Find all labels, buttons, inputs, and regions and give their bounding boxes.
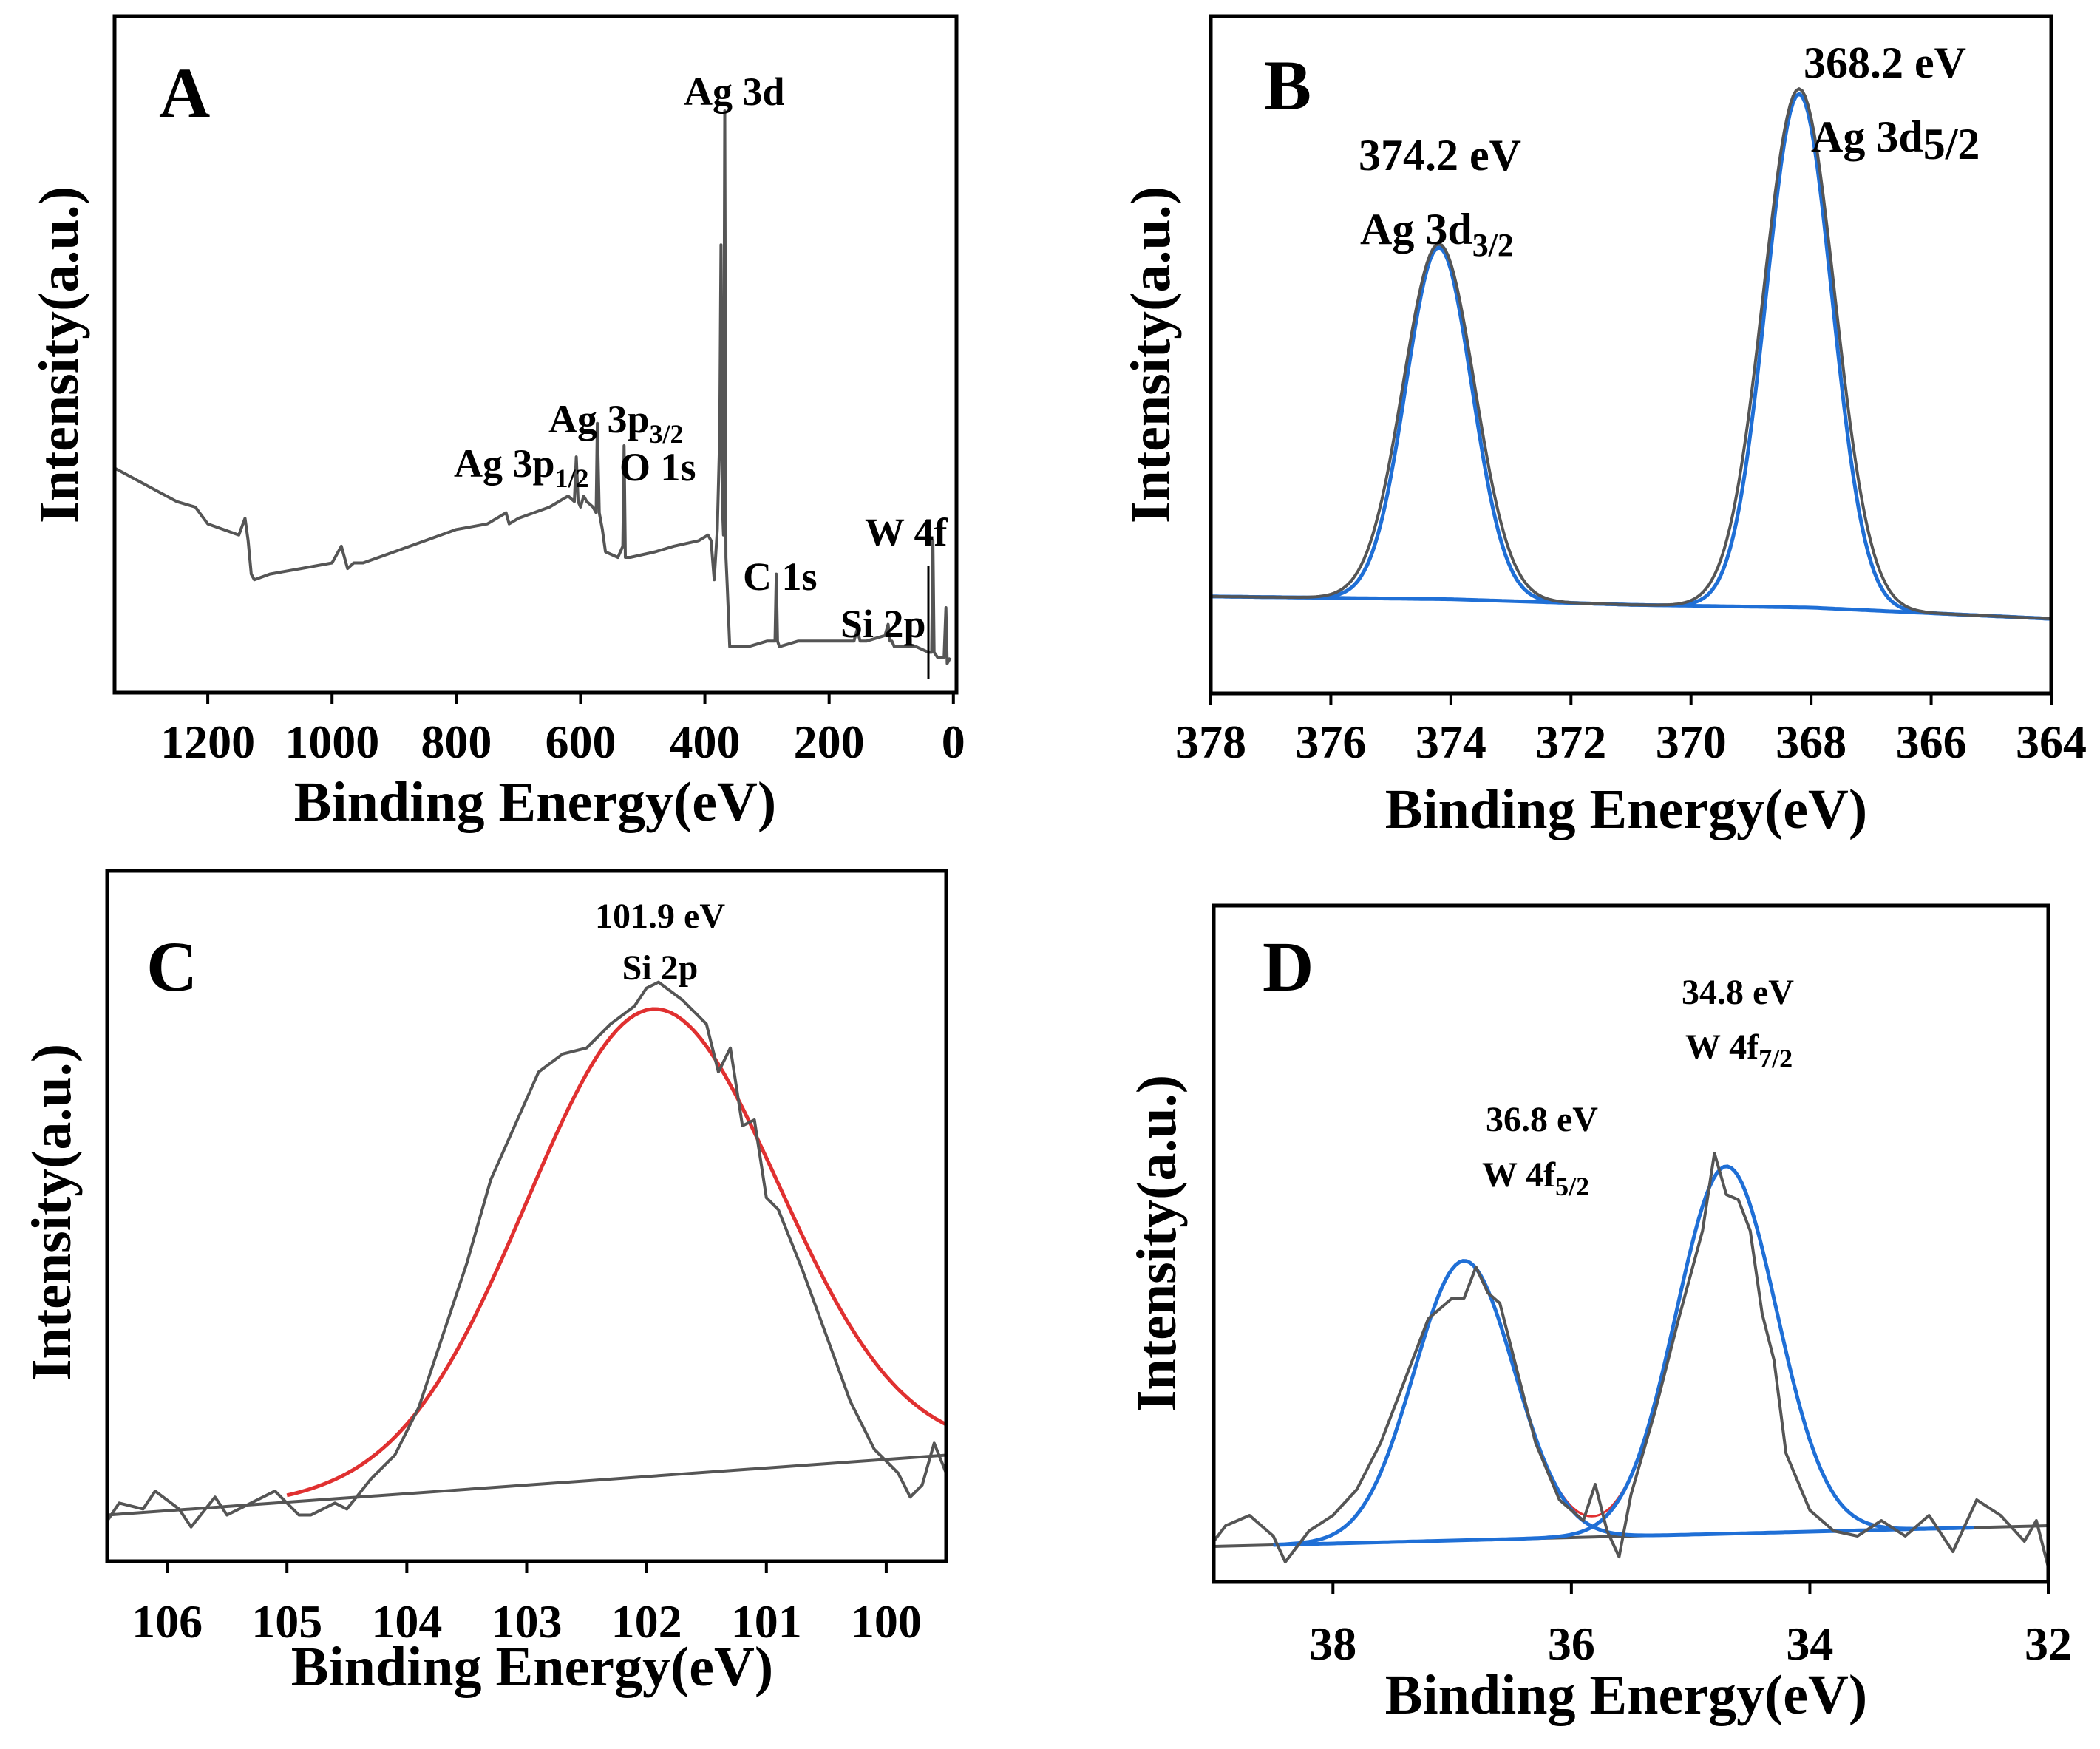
panel-d-plot: [1212, 1152, 2050, 1568]
panel-c-xtick-label: 105: [251, 1595, 322, 1648]
panel-c-raw-line: [106, 980, 948, 1529]
panel-d-xtick-label: 38: [1309, 1617, 1356, 1670]
panel-b-raw-envelope: [1210, 86, 2052, 620]
panel-a-label-o1s: O 1s: [619, 445, 696, 489]
panel-b-label-368-name-sub: 5/2: [1923, 120, 1980, 169]
panel-a-plot: [114, 109, 952, 665]
panel-a-label-ag3p12: Ag 3p1/2: [454, 441, 589, 493]
panel-b-xtick-label: 370: [1656, 716, 1727, 768]
panel-d-label-348-name-main: W 4f: [1685, 1028, 1759, 1067]
panel-c-plot: [106, 980, 948, 1529]
panel-c-xtick-label: 102: [611, 1595, 682, 1648]
panel-a-ylabel: Intensity(a.u.): [28, 186, 90, 523]
panel-b-label-374-energy: 374.2 eV: [1359, 131, 1521, 180]
panel-d-ylabel: Intensity(a.u.): [1126, 1075, 1188, 1412]
panel-c-ticks: 106 105 104 103 102 101 100: [132, 1561, 922, 1648]
panel-d-xlabel: Binding Energy(eV): [1385, 1664, 1867, 1726]
panel-c-letter: C: [146, 927, 197, 1006]
panel-b-baseline: [1211, 594, 2052, 620]
panel-a-label-ag3p12-sub: 1/2: [555, 463, 589, 493]
panel-c-ylabel: Intensity(a.u.): [21, 1044, 83, 1381]
panel-b-label-374-name-main: Ag 3d: [1360, 205, 1472, 254]
panel-a-label-w4f: W 4f: [865, 510, 948, 554]
panel-a-xtick-label: 800: [421, 716, 492, 768]
panel-d-xtick-label: 36: [1548, 1617, 1595, 1670]
panel-b-xtick-label: 368: [1776, 716, 1846, 768]
panel-b-xtick-label: 364: [2016, 716, 2087, 768]
panel-b-fit-sum: [1210, 92, 2052, 620]
panel-b-label-368-name: Ag 3d5/2: [1811, 112, 1980, 169]
panel-a-xtick-label: 0: [942, 716, 965, 768]
panel-d-label-368-name-sub: 5/2: [1555, 1172, 1589, 1201]
panel-a-label-ag3p32: Ag 3p3/2: [548, 397, 684, 449]
panel-d-label-348-name: W 4f7/2: [1685, 1028, 1793, 1073]
panel-b-xtick-label: 378: [1175, 716, 1246, 768]
panel-b-label-374-name: Ag 3d3/2: [1360, 205, 1514, 263]
panel-c-frame: [105, 869, 948, 1563]
panel-d-ticks: 38 36 34 32: [1309, 1582, 2072, 1670]
panel-d-label-348-energy: 34.8 eV: [1682, 973, 1794, 1012]
panel-b-ticks: 378 376 374 372 370 368 366 364: [1175, 693, 2087, 768]
panel-b-letter: B: [1264, 46, 1311, 125]
panel-b-frame: [1209, 14, 2053, 696]
panel-d: D Binding Energy(eV) Intensity(a.u.) 38 3…: [1126, 903, 2072, 1726]
panel-a-xtick-label: 600: [545, 716, 616, 768]
panel-d-peak-fit-0: [1273, 1259, 1975, 1547]
panel-c-xtick-label: 101: [731, 1595, 802, 1648]
panel-a-letter: A: [159, 53, 210, 132]
panel-b-label-368-energy: 368.2 eV: [1804, 38, 1966, 87]
panel-c-xtick-label: 103: [492, 1595, 563, 1648]
panel-c-baseline: [106, 1453, 947, 1517]
panel-c-fit-curve: [286, 1007, 948, 1498]
panel-d-xtick-label: 32: [2025, 1617, 2072, 1670]
panel-c-xtick-label: 106: [132, 1595, 203, 1648]
panel-b-peak-fit-0: [1210, 245, 2052, 621]
panel-a-frame: [112, 14, 959, 695]
panel-c: C Binding Energy(eV) Intensity(a.u.) 106…: [21, 869, 948, 1698]
panel-d-label-368-name-main: W 4f: [1482, 1155, 1556, 1195]
panel-a-label-si2p: Si 2p: [840, 602, 926, 646]
panel-a-xtick-label: 400: [670, 716, 741, 768]
panel-b-xlabel: Binding Energy(eV): [1385, 778, 1867, 840]
panel-c-xtick-label: 104: [371, 1595, 442, 1648]
panel-a-label-ag3p32-sub: 3/2: [650, 419, 684, 449]
panel-d-xtick-label: 34: [1786, 1617, 1833, 1670]
panel-a-label-ag3p32-main: Ag 3p: [548, 397, 650, 441]
panel-b-xtick-label: 366: [1896, 716, 1967, 768]
panel-c-label-energy: 101.9 eV: [595, 897, 725, 936]
panel-d-raw-line: [1212, 1152, 2050, 1568]
panel-a-label-c1s: C 1s: [743, 554, 818, 599]
panel-a-xlabel: Binding Energy(eV): [294, 771, 776, 833]
panel-b-label-374-name-sub: 3/2: [1472, 227, 1514, 263]
panel-a-ticks: 1200 1000 800 600 400 200 0: [160, 693, 965, 768]
panel-a-label-ag3p12-main: Ag 3p: [454, 441, 555, 486]
panel-b-peak-fit-1: [1211, 92, 2052, 621]
panel-a-xtick-label: 200: [794, 716, 865, 768]
panel-b-label-368-name-main: Ag 3d: [1811, 112, 1923, 161]
panel-d-label-348-name-sub: 7/2: [1759, 1044, 1793, 1073]
panel-a-xtick-label: 1000: [285, 716, 379, 768]
panel-c-label-name: Si 2p: [622, 948, 699, 988]
panel-d-label-368-name: W 4f5/2: [1482, 1155, 1589, 1201]
panel-d-label-368-energy: 36.8 eV: [1486, 1100, 1598, 1139]
panel-a-label-ag3d: Ag 3d: [684, 69, 785, 114]
panel-b: B Binding Energy(eV) Intensity(a.u.) 378…: [1120, 14, 2087, 840]
panel-b-plot: [1210, 86, 2052, 621]
panel-c-xlabel: Binding Energy(eV): [291, 1636, 773, 1698]
panel-d-letter: D: [1263, 927, 1314, 1006]
panel-a: A Binding Energy(eV) Intensity(a.u.) 120…: [28, 14, 965, 833]
panel-b-xtick-label: 372: [1535, 716, 1606, 768]
panel-d-peak-fit-1: [1273, 1164, 1975, 1547]
panel-c-xtick-label: 100: [851, 1595, 922, 1648]
panel-b-xtick-label: 376: [1295, 716, 1366, 768]
panel-a-survey-line: [114, 109, 952, 665]
panel-d-frame: [1212, 903, 2050, 1584]
panel-a-xtick-label: 1200: [160, 716, 255, 768]
panel-b-xtick-label: 374: [1416, 716, 1486, 768]
panel-b-ylabel: Intensity(a.u.): [1120, 186, 1182, 523]
